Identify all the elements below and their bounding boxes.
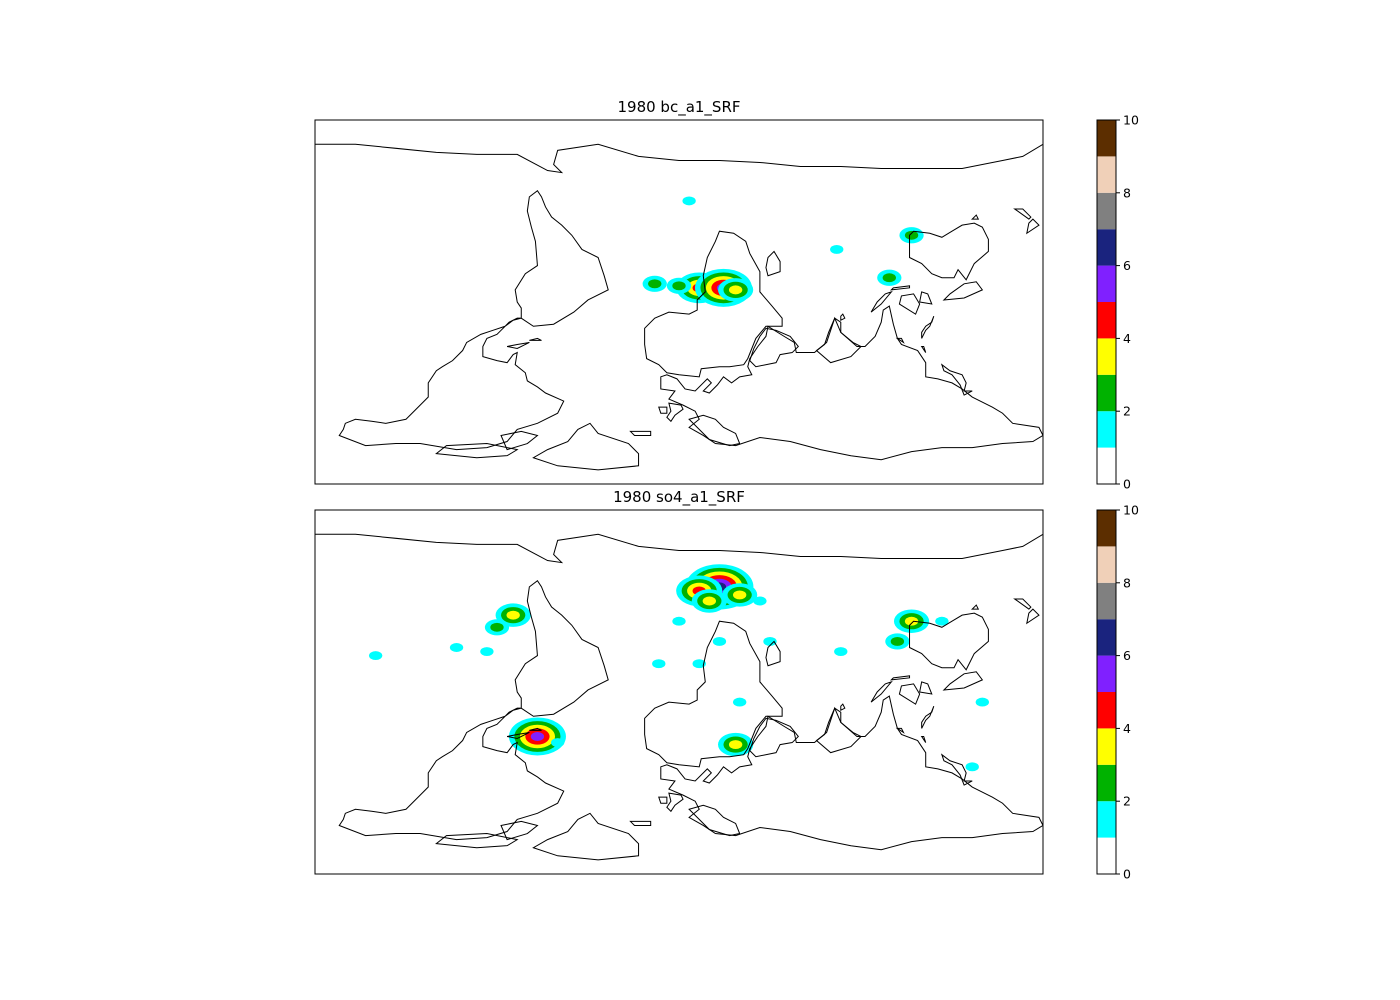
colorbar-1-tick-label: 8 [1123,185,1131,200]
hotspot-21-level-1 [732,697,747,707]
colorbar-2-segment-8 [1097,546,1116,583]
concentration-field-2 [368,564,990,772]
colorbar-1-segment-9 [1097,120,1116,157]
colorbar-2-segment-4 [1097,692,1116,729]
colorbar-2-segment-1 [1097,801,1116,838]
hotspot-2-level-3 [728,285,743,295]
hotspot-18-level-5 [530,732,545,741]
colorbar-1-segment-3 [1097,338,1116,375]
hotspot-20-level-3 [728,740,743,750]
hotspot-6-level-1 [712,636,727,646]
hotspot-7-level-1 [763,636,777,646]
colorbar-2: 0 2 4 6 8 10 [1096,503,1139,882]
colorbar-1-segment-5 [1097,265,1116,302]
hotspot-6-level-2 [882,273,896,283]
map-frame-1 [314,119,1044,485]
hotspot-12-level-2 [890,636,905,646]
colorbar-2-segment-9 [1097,510,1116,547]
colorbar-1-tick-label: 4 [1123,331,1131,346]
colorbar-1-segment-7 [1097,192,1116,230]
hotspot-24-level-1 [975,697,990,707]
map-panel-2 [315,510,1043,874]
colorbar-2-frame [1096,509,1117,875]
map-frame-2 [314,509,1044,875]
colorbar-2-segment-2 [1097,764,1116,802]
colorbar-1-tick-label: 10 [1123,113,1139,128]
hotspot-11-level-3 [904,616,919,626]
hotspot-19-level-1 [550,738,565,748]
map-panel-1 [315,120,1043,484]
colorbar-1-segment-1 [1097,411,1116,448]
colorbar-2-segment-0 [1097,837,1116,874]
colorbar-1-segment-8 [1097,156,1116,193]
colorbar-2-segment-7 [1097,582,1116,620]
hotspot-8-level-1 [652,659,666,669]
hotspot-3-level-3 [702,596,717,606]
hotspot-8-level-1 [682,196,696,206]
colorbar-1-frame [1096,119,1117,485]
colorbar-2-segment-5 [1097,655,1116,692]
hotspot-7-level-1 [830,244,844,254]
colorbar-1-segment-0 [1097,447,1116,484]
colorbar-2-tick-label: 10 [1123,503,1139,518]
panel-title-2: 1980 so4_a1_SRF [613,488,745,507]
hotspot-14-level-3 [506,610,520,620]
hotspot-13-level-1 [935,616,949,626]
colorbar-2-segment-6 [1097,619,1116,656]
colorbar-2-tick-label: 0 [1123,867,1131,882]
hotspot-23-level-1 [368,651,383,661]
colorbar-2-tick-label: 4 [1123,721,1131,736]
hotspot-3-level-2 [672,281,686,291]
colorbar-1-segment-2 [1097,374,1116,412]
colorbar-2-tick-label: 8 [1123,575,1131,590]
colorbar-1-segment-4 [1097,302,1116,339]
panel-title-1: 1980 bc_a1_SRF [617,98,740,117]
colorbar-1-tick-label: 0 [1123,477,1131,492]
hotspot-15-level-2 [490,622,504,632]
hotspot-5-level-1 [672,616,686,626]
hotspot-10-level-1 [834,647,848,657]
colorbar-1-tick-label: 6 [1123,258,1131,273]
colorbar-2-segment-3 [1097,728,1116,765]
colorbar-1: 0 2 4 6 8 10 [1096,113,1139,492]
hotspot-4-level-2 [648,279,662,289]
colorbar-1-tick-label: 2 [1123,404,1131,419]
concentration-field-1 [642,196,924,307]
hotspot-4-level-1 [753,596,767,606]
hotspot-5-level-2 [904,230,919,240]
hotspot-22-level-1 [965,762,979,772]
hotspot-2-level-3 [732,590,747,600]
hotspot-17-level-1 [449,643,464,652]
hotspot-9-level-1 [692,659,706,669]
colorbar-1-segment-6 [1097,229,1116,266]
hotspot-16-level-1 [480,647,494,657]
colorbar-2-tick-label: 6 [1123,648,1131,663]
colorbar-2-tick-label: 2 [1123,794,1131,809]
